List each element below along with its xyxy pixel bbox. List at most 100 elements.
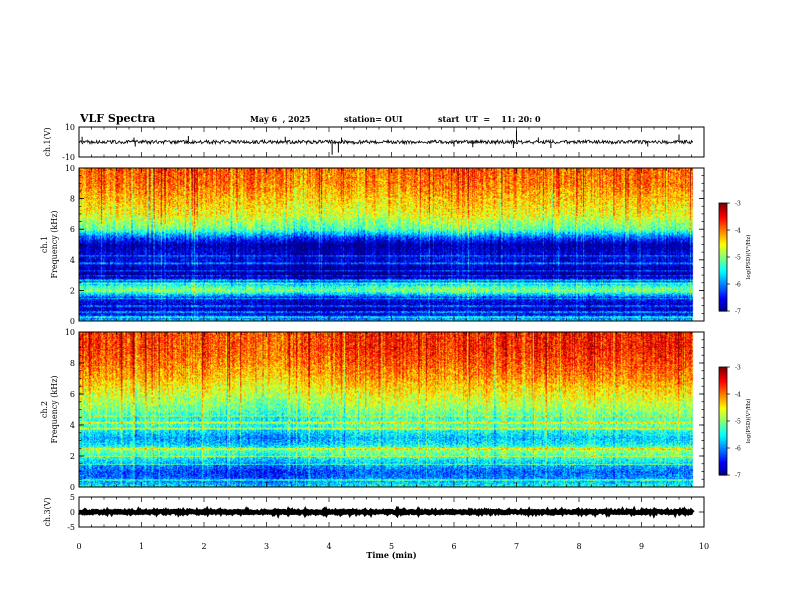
y-tick-label: 10: [65, 328, 75, 337]
colorbar-segment: [719, 430, 727, 433]
colorbar-segment: [719, 251, 727, 254]
x-tick-label: 3: [264, 542, 269, 551]
colorbar-segment: [719, 473, 727, 476]
spectrogram-image: [79, 332, 704, 487]
colorbar-tick-label: -4: [735, 228, 741, 235]
y-tick-label: 6: [70, 225, 75, 234]
start-ut-label: start UT = 11: 20: 0: [438, 114, 541, 124]
colorbar-segment: [719, 248, 727, 251]
colorbar-segment: [719, 381, 727, 384]
colorbar-segment: [719, 462, 727, 465]
colorbar-tick-label: -7: [735, 473, 741, 480]
colorbar-segment: [719, 383, 727, 386]
time-axis: 0 1 2 3 4 5 6 7 8 9 10 Time (min): [76, 542, 709, 560]
colorbar-segment: [719, 444, 727, 447]
colorbar-segment: [719, 424, 727, 427]
spectrogram-image: [79, 168, 704, 321]
y-tick-label: 8: [70, 359, 75, 368]
colorbar-segment: [719, 386, 727, 390]
colorbar-segment: [719, 467, 727, 471]
colorbar-segment: [719, 271, 727, 274]
colorbar-segment: [719, 390, 727, 393]
colorbar-segment: [719, 217, 727, 220]
colorbar-segment: [719, 294, 727, 298]
y-tick-label: 6: [70, 390, 75, 399]
colorbar-segment: [719, 275, 727, 278]
colorbar-segment: [719, 410, 727, 413]
colorbar-segment: [719, 388, 727, 391]
colorbar-segment: [719, 264, 727, 267]
y-axis-label: ch.3(V): [43, 497, 52, 526]
colorbar-segment: [719, 422, 727, 426]
y-tick-label: -10: [62, 153, 75, 162]
colorbar-segment: [719, 255, 727, 258]
colorbar-tick-label: -4: [735, 392, 741, 399]
x-tick-label: 6: [451, 542, 456, 551]
colorbar-segment: [719, 303, 727, 307]
colorbar-segment: [719, 266, 727, 269]
colorbar-segment: [719, 260, 727, 263]
colorbar-segment: [719, 258, 727, 262]
ch1-colorbar: -3 -4 -5 -6 -7 log(PSD)(V²/Hz): [718, 201, 752, 316]
colorbar-segment: [719, 446, 727, 449]
y-tick-label: 10: [65, 164, 75, 173]
colorbar-segment: [719, 293, 727, 296]
colorbar-label: log(PSD)(V²/Hz): [745, 399, 752, 444]
y-tick-label: 0: [70, 483, 75, 492]
colorbar-tick-label: -3: [735, 365, 741, 372]
y-tick-label: 4: [70, 421, 75, 430]
colorbar-segment: [719, 278, 727, 281]
x-tick-label: 9: [639, 542, 644, 551]
y-tick-label: 2: [70, 452, 75, 461]
colorbar-segment: [719, 221, 727, 224]
colorbar-segment: [719, 257, 727, 260]
colorbar-tick-label: -7: [735, 309, 741, 316]
y-tick-label: 4: [70, 256, 75, 265]
colorbar-segment: [719, 296, 727, 299]
colorbar-segment: [719, 437, 727, 440]
date-label: May 6 , 2025: [250, 114, 311, 124]
colorbar-segment: [719, 374, 727, 377]
ch2-colorbar: -3 -4 -5 -6 -7 log(PSD)(V²/Hz): [718, 365, 752, 480]
colorbar-segment: [719, 269, 727, 272]
colorbar-segment: [719, 302, 727, 305]
colorbar-segment: [719, 208, 727, 211]
colorbar-segment: [719, 276, 727, 280]
x-tick-label: 8: [576, 542, 581, 551]
colorbar-tick-label: -5: [735, 419, 741, 426]
colorbar-segment: [719, 231, 727, 235]
colorbar-segment: [719, 309, 727, 312]
colorbar-segment: [719, 406, 727, 409]
y-tick-label: 5: [70, 493, 75, 502]
colorbar-segment: [719, 307, 727, 310]
colorbar-segment: [719, 289, 727, 292]
colorbar-tick-label: -5: [735, 255, 741, 262]
colorbar-segment: [719, 213, 727, 217]
colorbar-segment: [719, 442, 727, 445]
colorbar-segment: [719, 305, 727, 308]
colorbar-segment: [719, 215, 727, 218]
colorbar-segment: [719, 237, 727, 240]
colorbar-segment: [719, 240, 727, 244]
ch1-spectrogram-panel: 0 2 4 6 8 10 ch.1 Frequency (kHz): [40, 164, 705, 326]
colorbar-segment: [719, 284, 727, 287]
colorbar-segment: [719, 228, 727, 231]
colorbar-segment: [719, 242, 727, 245]
y-axis-label: ch.1(V): [43, 127, 52, 156]
colorbar-segment: [719, 244, 727, 247]
colorbar-segment: [719, 435, 727, 438]
colorbar-segment: [719, 412, 727, 415]
y-axis-label-channel: ch.1: [40, 236, 49, 253]
colorbar-segment: [719, 458, 727, 462]
colorbar-segment: [719, 439, 727, 442]
colorbar-segment: [719, 415, 727, 418]
colorbar-segment: [719, 453, 727, 456]
colorbar-segment: [719, 377, 727, 381]
colorbar-segment: [719, 253, 727, 256]
colorbar-segment: [719, 219, 727, 222]
colorbar-segment: [719, 419, 727, 422]
colorbar-segment: [719, 273, 727, 276]
colorbar-segment: [719, 233, 727, 236]
colorbar-segment: [719, 282, 727, 285]
x-tick-label: 0: [76, 542, 81, 551]
